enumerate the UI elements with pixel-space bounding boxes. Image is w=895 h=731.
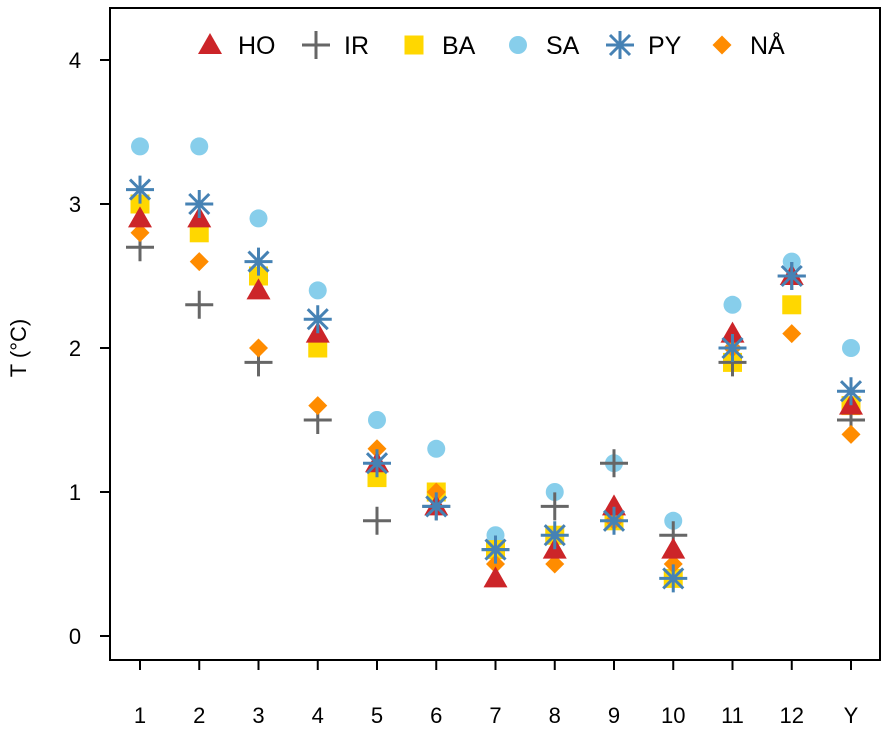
- point-py: [422, 492, 451, 521]
- point-py: [540, 521, 569, 550]
- point-ir: [363, 506, 391, 535]
- point-sa: [427, 439, 446, 458]
- x-tick-label: 2: [193, 703, 205, 728]
- legend-label: SA: [546, 32, 580, 60]
- legend-marker-plus: [302, 31, 330, 59]
- point-nå: [426, 482, 446, 502]
- x-tick-label: 6: [430, 703, 442, 728]
- y-tick-label: 3: [69, 192, 81, 217]
- point-sa: [249, 209, 268, 228]
- point-sa: [842, 339, 860, 357]
- point-ba: [308, 338, 328, 358]
- x-tick-label: 10: [661, 703, 685, 728]
- x-tick-label: Y: [844, 703, 859, 728]
- point-py: [303, 305, 332, 334]
- point-py: [185, 190, 214, 218]
- y-axis-label: T (°C): [6, 319, 31, 378]
- legend-marker-square: [404, 35, 424, 55]
- point-py: [244, 247, 273, 276]
- point-ho: [602, 494, 626, 516]
- point-nå: [249, 338, 268, 358]
- point-ho: [246, 278, 271, 300]
- x-tick-label: 9: [608, 703, 620, 728]
- x-tick-label: 4: [312, 703, 324, 728]
- legend-marker-asterisk: [606, 31, 634, 59]
- point-nå: [308, 396, 328, 416]
- point-nå: [130, 223, 150, 243]
- legend-marker-diamond: [712, 35, 732, 55]
- legend-label: PY: [648, 32, 682, 60]
- x-tick-label: 8: [549, 703, 561, 728]
- point-py: [777, 262, 806, 290]
- point-py: [600, 506, 628, 535]
- legend-marker-triangle: [198, 33, 222, 54]
- point-py: [659, 564, 688, 593]
- point-ba: [130, 194, 150, 214]
- x-axis: 1 2 3 4 5 6 7 8 9 10 11 12 Y: [134, 660, 859, 728]
- point-ba: [249, 266, 268, 286]
- point-nå: [663, 554, 683, 574]
- y-tick-label: 0: [69, 624, 81, 649]
- x-tick-label: 1: [134, 703, 146, 728]
- point-sa: [368, 411, 386, 429]
- point-ho: [661, 537, 686, 559]
- legend-label: BA: [442, 32, 476, 60]
- point-py: [718, 334, 747, 362]
- y-tick-label: 1: [69, 480, 81, 505]
- y-tick-label: 2: [69, 336, 81, 361]
- x-tick-label: 7: [489, 703, 501, 728]
- x-tick-label: 12: [780, 703, 804, 728]
- point-ba: [367, 468, 387, 488]
- legend-item: IR: [302, 31, 369, 60]
- point-sa: [308, 281, 327, 300]
- point-sa: [131, 137, 149, 156]
- point-sa: [486, 526, 505, 545]
- legend-marker-circle: [509, 36, 527, 54]
- point-ho: [128, 206, 152, 228]
- point-ho: [720, 321, 745, 343]
- point-nå: [189, 252, 209, 272]
- point-nå: [367, 439, 387, 459]
- point-ir: [600, 449, 628, 478]
- legend: HO IR BA SA PY NÅ: [198, 30, 785, 60]
- point-sa: [545, 483, 564, 501]
- point-ir: [185, 290, 214, 319]
- point-sa: [723, 295, 742, 314]
- point-ba: [189, 223, 209, 243]
- point-nå: [841, 424, 861, 444]
- point-nå: [486, 554, 505, 574]
- point-ho: [483, 566, 508, 588]
- x-tick-label: 3: [252, 703, 264, 728]
- legend-item: HO: [198, 32, 276, 60]
- point-py: [837, 377, 865, 406]
- legend-item: BA: [404, 32, 476, 60]
- point-sa: [664, 511, 683, 530]
- point-sa: [782, 252, 801, 271]
- legend-item: SA: [509, 32, 580, 60]
- legend-label: NÅ: [750, 30, 785, 60]
- point-py: [481, 535, 510, 564]
- legend-label: HO: [238, 32, 276, 60]
- point-py: [126, 175, 154, 204]
- point-ir: [540, 492, 569, 521]
- point-nå: [782, 324, 802, 344]
- y-tick-label: 4: [69, 48, 81, 73]
- x-tick-label: 11: [721, 703, 744, 728]
- legend-label: IR: [344, 32, 369, 60]
- y-axis: 0 1 2 3 4: [69, 48, 111, 649]
- legend-item: PY: [606, 31, 682, 60]
- legend-item: NÅ: [712, 30, 785, 60]
- x-tick-label: 5: [371, 703, 383, 728]
- point-py: [363, 449, 391, 478]
- point-sa: [190, 137, 209, 156]
- point-ba: [782, 295, 802, 315]
- point-nå: [545, 554, 565, 574]
- data-points: [126, 137, 865, 593]
